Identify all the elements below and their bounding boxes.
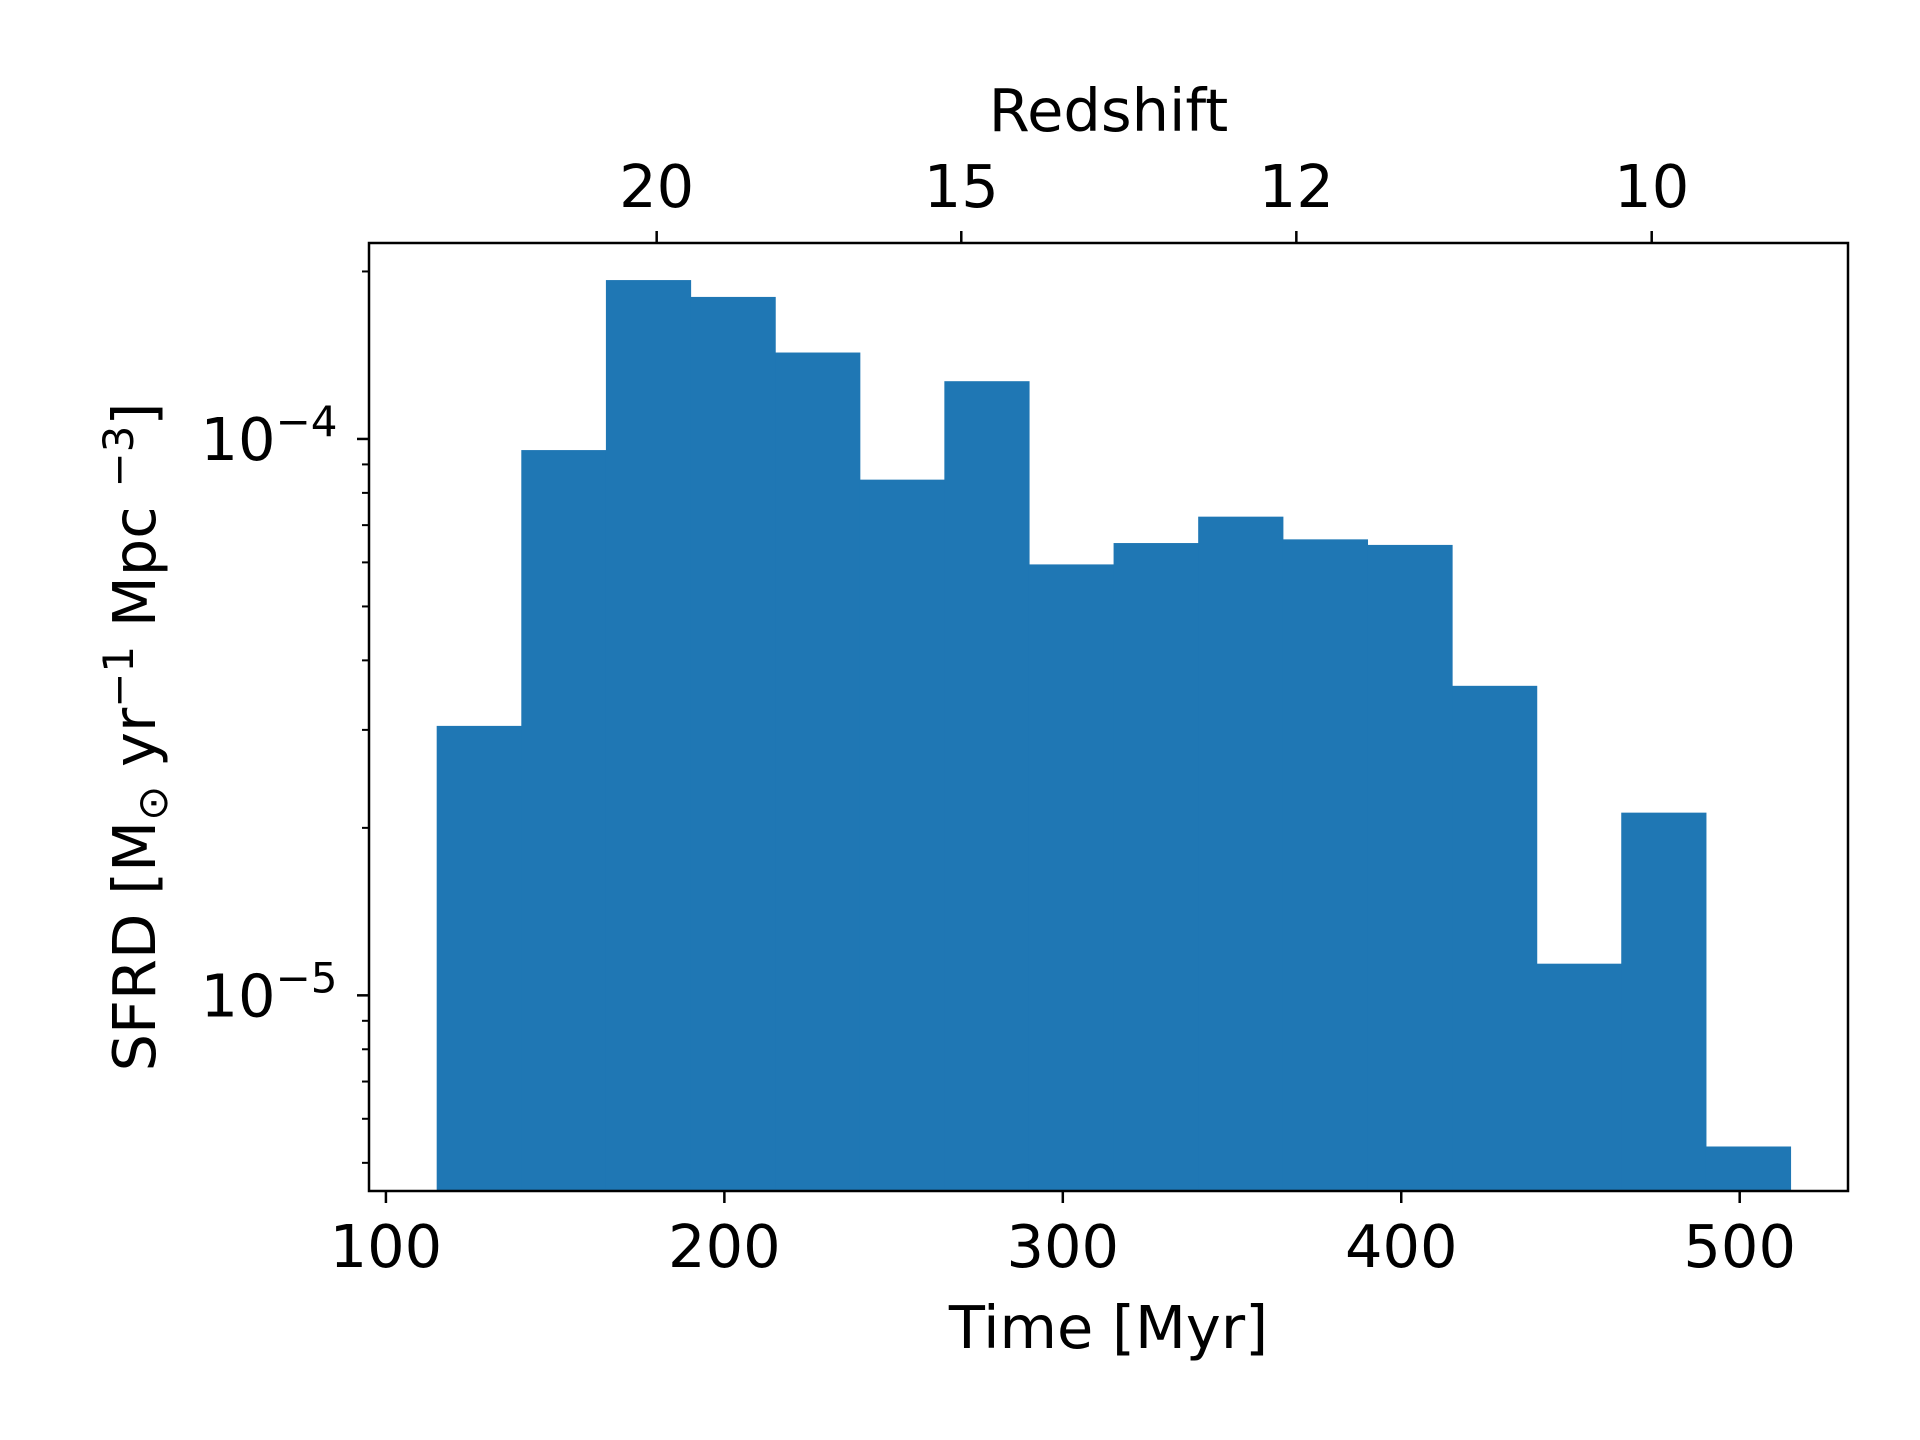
histogram-bar (1113, 543, 1199, 1191)
histogram-bar (859, 479, 945, 1192)
x-tick-label: 500 (1683, 1212, 1796, 1281)
histogram-bar (1282, 539, 1369, 1191)
y-tick-label-base: 10 (201, 961, 276, 1030)
histogram-bar (1536, 963, 1622, 1191)
x-tick-label: 200 (668, 1212, 781, 1281)
histogram-bar (436, 725, 522, 1191)
y-axis-title-yr: yr (100, 707, 169, 786)
histogram-bars (436, 280, 1792, 1192)
top-redshift-axis: 20 15 12 10 (619, 152, 1689, 243)
histogram-bar (1452, 685, 1538, 1191)
plot-frame (367, 241, 1850, 1193)
histogram-bar (690, 296, 776, 1191)
histogram-bar (605, 280, 692, 1191)
x-axis-title: Time [Myr] (948, 1293, 1268, 1362)
y-axis-title: SFRD [M⊙ yr−1 Mpc −3] (94, 403, 177, 1072)
y-axis-title-prefix: SFRD [M (100, 821, 169, 1072)
histogram-bar (1367, 544, 1453, 1191)
x-tick-label: 100 (330, 1212, 443, 1281)
histogram-bar (1705, 1146, 1792, 1191)
y-axis: 10−510−4 (201, 270, 369, 1164)
x-tick-label: 300 (1006, 1212, 1119, 1281)
y-tick-label-exponent: −5 (276, 953, 338, 1002)
top-tick-label: 10 (1614, 152, 1689, 221)
y-tick-label: 10−4 (201, 397, 338, 474)
y-axis-title-exp1: −1 (94, 646, 143, 708)
y-axis-title-mpc: Mpc (100, 488, 169, 646)
histogram-bar (1621, 812, 1707, 1191)
y-axis-title-sun: ⊙ (128, 786, 177, 821)
top-tick-label: 12 (1259, 152, 1334, 221)
y-axis-title-suffix: ] (100, 403, 169, 426)
y-axis-title-exp2: −3 (94, 426, 143, 488)
top-tick-label: 20 (619, 152, 694, 221)
histogram-bar (775, 352, 861, 1191)
histogram-bar (944, 381, 1030, 1191)
histogram-bar (521, 450, 607, 1191)
y-tick-label-base: 10 (201, 405, 276, 474)
top-tick-label: 15 (924, 152, 999, 221)
top-axis-title: Redshift (989, 76, 1229, 145)
x-tick-label: 400 (1345, 1212, 1458, 1281)
histogram-bar (1198, 516, 1284, 1191)
y-tick-label-exponent: −4 (276, 397, 338, 446)
histogram-bar (1028, 564, 1115, 1191)
bottom-x-axis: 100 200 300 400 500 (330, 1191, 1796, 1281)
y-tick-label: 10−5 (201, 953, 338, 1030)
